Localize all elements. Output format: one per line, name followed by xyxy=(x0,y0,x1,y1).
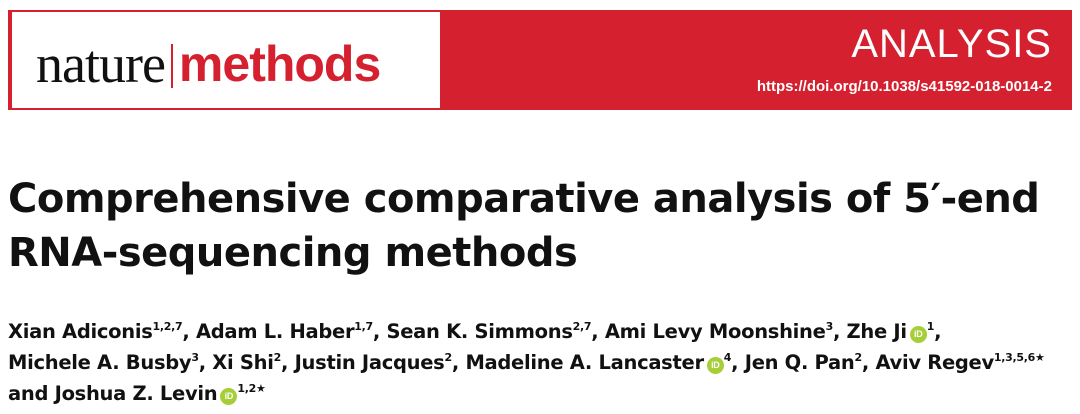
author-affiliation: 4 xyxy=(723,351,732,364)
author-name[interactable]: Sean K. Simmons xyxy=(386,320,573,343)
author-name[interactable]: Jen Q. Pan xyxy=(744,351,855,374)
author-affiliation: 2,7 xyxy=(572,320,592,333)
author-affiliation: 2 xyxy=(444,351,452,364)
logo-nature-text: nature xyxy=(36,34,166,94)
author-name[interactable]: Aviv Regev xyxy=(875,351,994,374)
author-affiliation: 1,2,7 xyxy=(152,320,183,333)
author-affiliation: 3 xyxy=(191,351,199,364)
author-affiliation: 2 xyxy=(854,351,862,364)
author-line-1: Xian Adiconis1,2,7, Adam L. Haber1,7, Se… xyxy=(8,320,942,343)
author-affiliation: 3 xyxy=(825,320,834,333)
orcid-icon[interactable]: iD xyxy=(909,326,927,343)
author-line-2: Michele A. Busby3, Xi Shi2, Justin Jacqu… xyxy=(8,351,1045,374)
author-affiliation: 1,7 xyxy=(354,320,373,333)
author-name[interactable]: Joshua Z. Levin xyxy=(54,382,218,405)
author-name[interactable]: Xian Adiconis xyxy=(8,320,153,343)
author-affiliation: 1 xyxy=(926,320,935,333)
author-affiliation: 1,3,5,6★ xyxy=(993,351,1045,364)
doi-link[interactable]: https://doi.org/10.1038/s41592-018-0014-… xyxy=(756,78,1052,95)
author-line-3: and Joshua Z. Levin iD1,2★ xyxy=(8,378,1074,409)
logo-methods-text: methods xyxy=(178,36,381,92)
article-type-label: ANALYSIS xyxy=(851,22,1052,66)
author-affiliation: 2 xyxy=(273,351,282,364)
orcid-icon[interactable]: iD xyxy=(220,388,238,405)
author-name[interactable]: Xi Shi xyxy=(212,351,274,374)
author-name[interactable]: Justin Jacques xyxy=(294,351,445,374)
author-list: Xian Adiconis1,2,7, Adam L. Haber1,7, Se… xyxy=(8,316,1074,409)
journal-logo-box: nature methods xyxy=(12,12,440,108)
logo-separator xyxy=(170,44,173,88)
author-name[interactable]: Michele A. Busby xyxy=(8,351,192,374)
author-name[interactable]: Zhe Ji xyxy=(846,320,907,343)
orcid-icon[interactable]: iD xyxy=(706,357,724,374)
author-conjunction: and xyxy=(8,382,49,405)
author-name[interactable]: Madeline A. Lancaster xyxy=(465,351,704,374)
journal-logo[interactable]: nature methods xyxy=(36,34,381,94)
article-title: Comprehensive comparative analysis of 5′… xyxy=(8,176,1040,276)
author-name[interactable]: Adam L. Haber xyxy=(195,320,355,343)
author-affiliation: 1,2★ xyxy=(237,382,266,395)
author-name[interactable]: Ami Levy Moonshine xyxy=(604,320,826,343)
